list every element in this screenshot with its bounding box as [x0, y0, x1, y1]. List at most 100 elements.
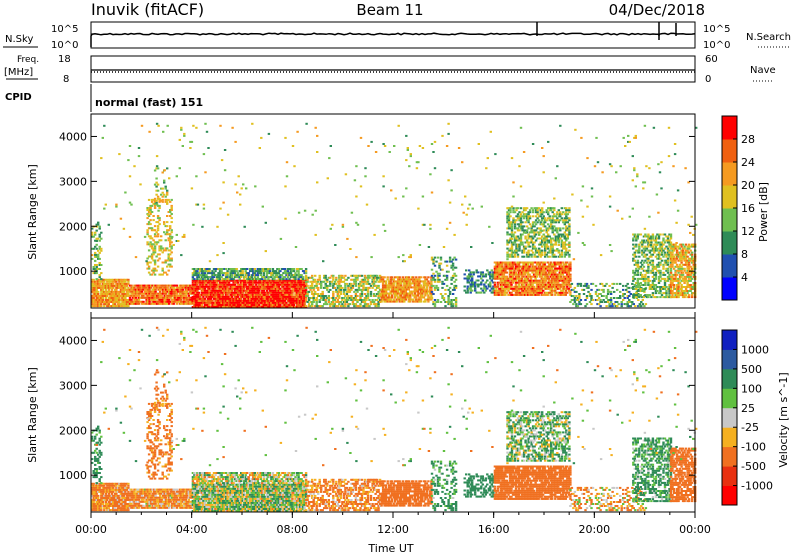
power-cell — [563, 265, 566, 268]
power-cell — [267, 276, 270, 279]
power-cell — [421, 292, 424, 295]
power-cell — [529, 275, 533, 278]
power-cell — [430, 286, 433, 289]
power-cell — [124, 301, 127, 303]
power-cell — [303, 293, 306, 296]
power-cell — [365, 280, 368, 283]
power-cell — [584, 305, 587, 308]
power-cell — [619, 295, 622, 297]
power-cell — [444, 293, 447, 295]
power-cell — [347, 284, 350, 287]
power-cell — [635, 269, 638, 272]
power-cell — [262, 276, 265, 279]
power-cell — [253, 306, 256, 308]
power-cell — [235, 293, 238, 296]
power-cell — [98, 225, 101, 228]
power-cell — [539, 213, 542, 216]
power-cell — [565, 215, 568, 218]
power-cell — [448, 293, 452, 295]
power-cell — [535, 283, 539, 286]
power-cell — [115, 305, 118, 308]
power-cell — [151, 290, 154, 293]
power-cell — [330, 303, 333, 306]
power-cell — [280, 285, 284, 288]
power-cell — [505, 267, 509, 270]
power-cell — [531, 241, 535, 244]
power-cell — [422, 300, 426, 303]
power-cell — [326, 284, 329, 287]
power-cell — [332, 282, 335, 285]
power-cell — [541, 213, 544, 216]
power-cell — [441, 286, 444, 289]
power-cell — [286, 291, 290, 294]
power-cell — [368, 305, 371, 308]
power-cell — [381, 290, 385, 293]
power-cell — [235, 297, 238, 300]
power-cell — [151, 284, 154, 287]
power-cell — [224, 297, 228, 300]
power-cell — [215, 306, 219, 308]
date-title: 04/Dec/2018 — [609, 1, 705, 19]
power-cell — [209, 295, 213, 298]
power-cell — [158, 198, 161, 201]
power-cell — [175, 292, 178, 295]
power-cell — [332, 276, 335, 279]
power-cell — [194, 291, 198, 294]
power-cell — [274, 276, 278, 279]
power-cell — [406, 284, 409, 287]
power-cell — [109, 290, 112, 293]
power-cell — [542, 279, 545, 282]
power-cell — [295, 270, 299, 273]
power-cell — [441, 282, 444, 285]
power-cell — [563, 251, 566, 254]
power-cell — [424, 298, 427, 301]
power-cell — [208, 297, 211, 300]
power-cell — [509, 221, 512, 224]
power-cell — [205, 270, 208, 273]
power-cell — [484, 281, 487, 284]
power-cell — [354, 284, 358, 287]
power-cell — [360, 293, 364, 295]
power-cell — [453, 266, 456, 269]
power-cell — [371, 274, 374, 277]
power-cell — [381, 278, 385, 281]
power-cell — [523, 291, 527, 294]
power-cell — [252, 295, 255, 298]
power-cell — [324, 278, 327, 281]
power-cell — [169, 292, 172, 295]
power-cell — [564, 293, 567, 296]
power-cell — [560, 293, 563, 296]
power-cell — [95, 293, 98, 295]
power-cell — [363, 278, 367, 281]
power-cell — [566, 243, 569, 246]
power-cell — [549, 293, 552, 296]
power-cell — [258, 287, 261, 290]
power-cell — [633, 235, 636, 238]
power-cell — [177, 290, 180, 293]
power-cell — [128, 298, 132, 301]
power-cell — [145, 300, 148, 303]
power-cell — [240, 279, 243, 282]
power-cell — [525, 267, 528, 270]
power-cell — [149, 298, 153, 301]
power-cell — [252, 299, 255, 302]
power-cell — [495, 267, 498, 270]
power-cell — [507, 255, 511, 258]
power-cell — [271, 293, 275, 296]
power-cell — [521, 221, 524, 224]
power-cell — [113, 295, 117, 297]
power-cell — [342, 288, 346, 291]
power-cell — [203, 301, 207, 304]
power-cell — [590, 303, 593, 306]
power-cell — [430, 290, 434, 293]
power-cell — [409, 282, 412, 285]
power-cell — [563, 221, 566, 224]
power-cell — [499, 281, 503, 284]
power-cell — [101, 278, 104, 281]
power-cell — [267, 270, 270, 273]
power-cell — [158, 207, 161, 209]
power-cell — [223, 291, 226, 294]
power-cell — [276, 276, 279, 279]
power-cell — [180, 292, 183, 295]
power-cell — [169, 243, 172, 246]
